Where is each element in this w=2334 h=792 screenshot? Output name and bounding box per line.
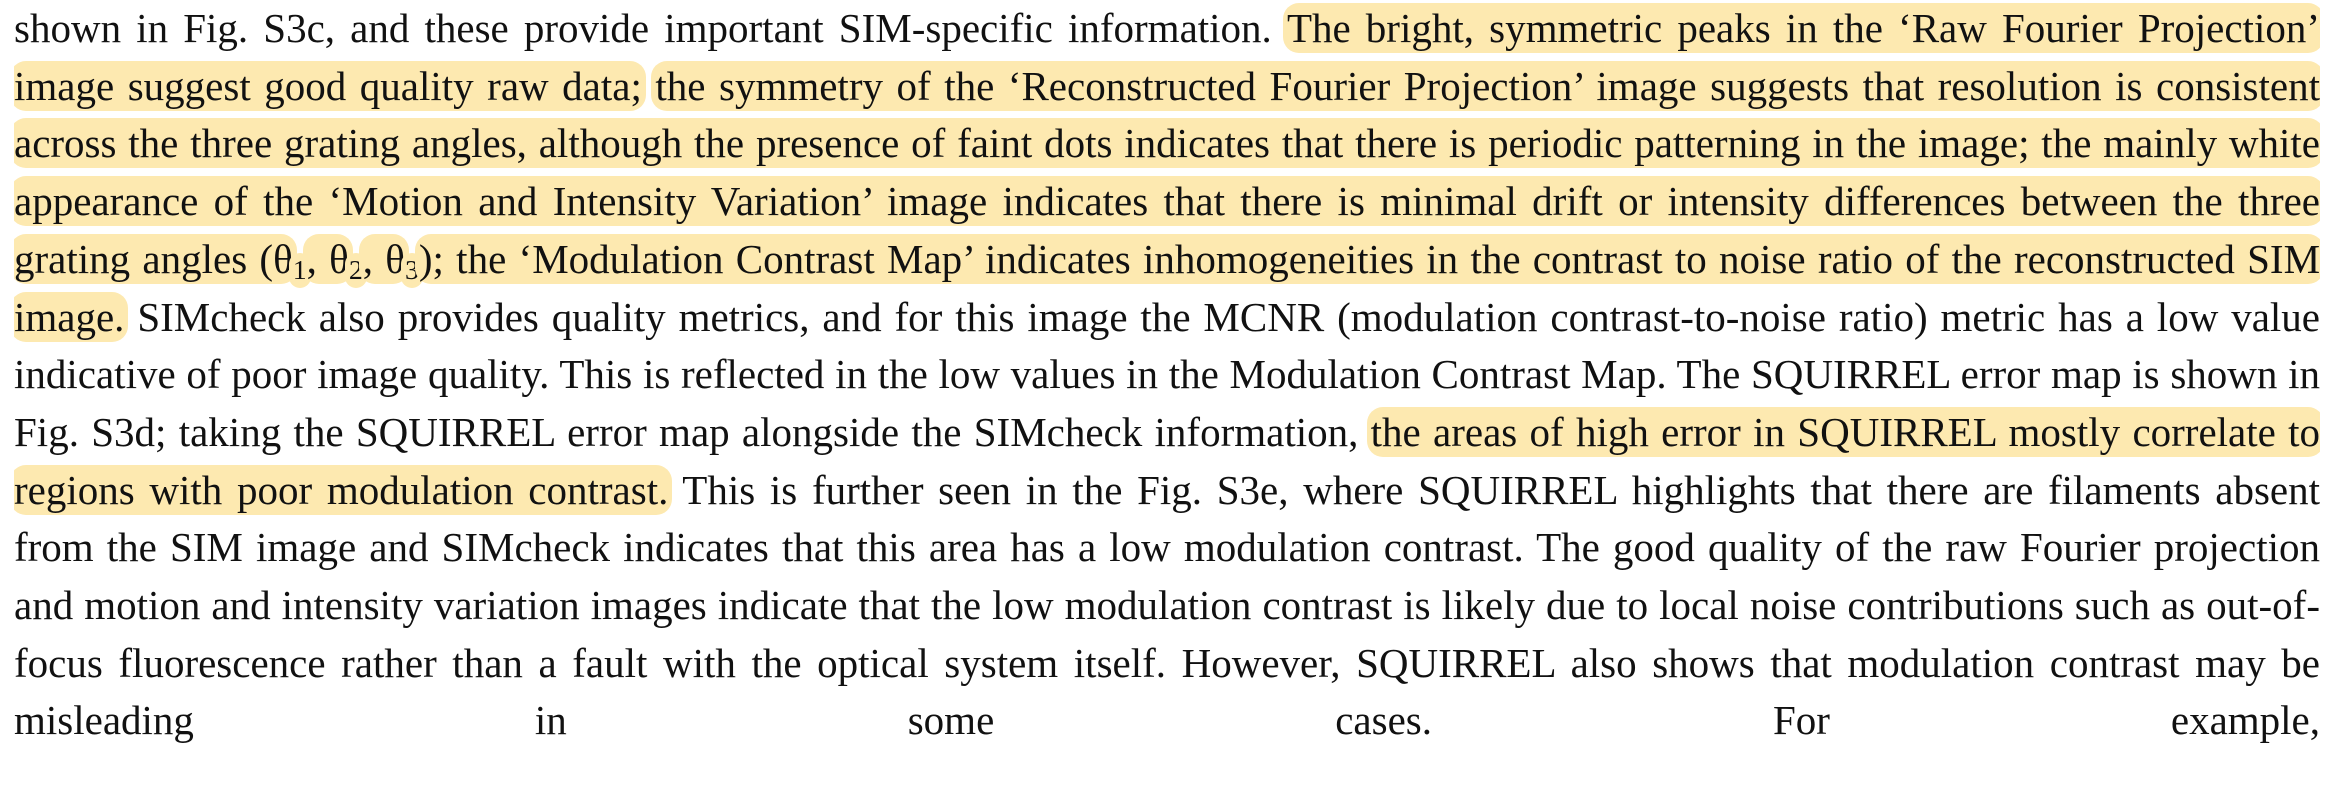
- highlighted-text: , θ: [358, 233, 409, 284]
- text-run: This is further seen in the Fig. S3e, wh…: [14, 466, 2320, 744]
- document-page: shown in Fig. S3c, and these provide imp…: [14, 0, 2320, 792]
- text-run: shown in Fig. S3c, and these provide imp…: [14, 5, 1287, 51]
- text-run: SIMcheck also provides quality metrics, …: [14, 293, 2320, 455]
- body-paragraph: shown in Fig. S3c, and these provide imp…: [14, 0, 2320, 750]
- highlighted-text: , θ: [302, 233, 353, 284]
